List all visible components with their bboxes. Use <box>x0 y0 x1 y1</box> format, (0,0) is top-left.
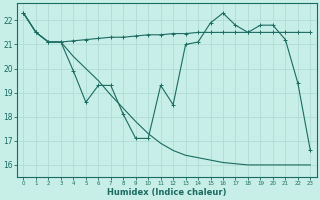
X-axis label: Humidex (Indice chaleur): Humidex (Indice chaleur) <box>107 188 227 197</box>
